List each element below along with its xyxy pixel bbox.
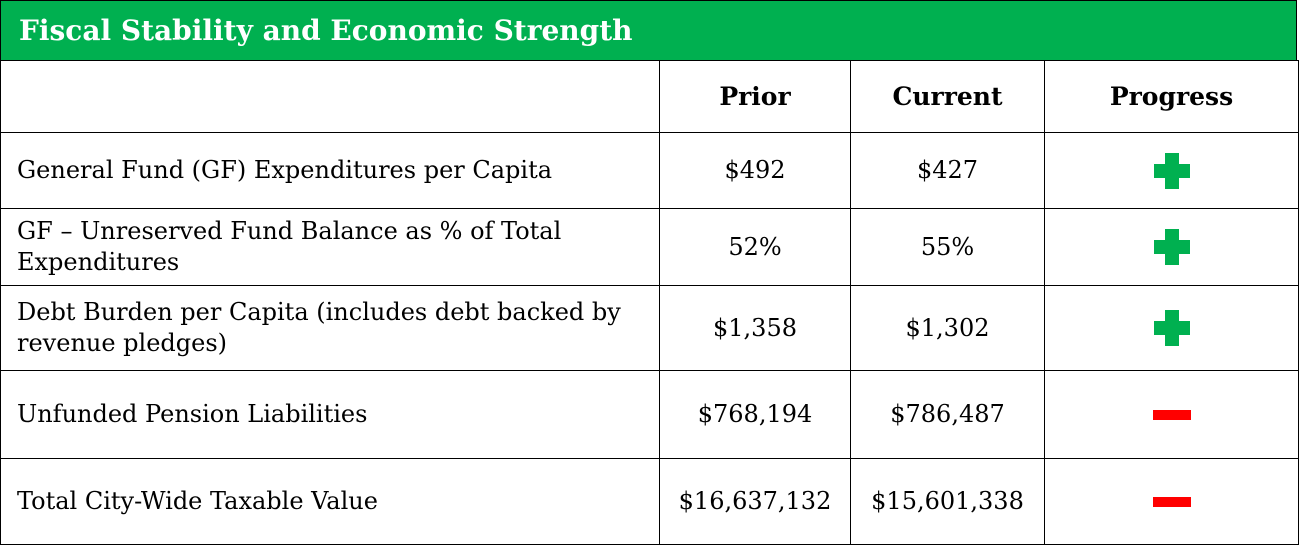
table-row: Total City-Wide Taxable Value $16,637,132… xyxy=(0,458,1299,545)
progress-cell xyxy=(1044,285,1299,371)
table-row: GF – Unreserved Fund Balance as % of Tot… xyxy=(0,208,1299,286)
icon-shape xyxy=(1153,310,1190,346)
prior-value: $492 xyxy=(659,132,851,209)
header-cell: Prior xyxy=(659,60,851,133)
header-cell xyxy=(0,60,660,133)
table-title: Fiscal Stability and Economic Strength xyxy=(0,0,1297,60)
header-cell: Progress xyxy=(1044,60,1299,133)
table-row: Unfunded Pension Liabilities $768,194 $786… xyxy=(0,370,1299,459)
row-label: Total City-Wide Taxable Value xyxy=(0,458,660,545)
prior-value: $16,637,132 xyxy=(659,458,851,545)
current-value: $1,302 xyxy=(850,285,1045,371)
row-label: Debt Burden per Capita (includes debt ba… xyxy=(0,285,660,371)
icon-shape xyxy=(1152,409,1191,420)
progress-cell xyxy=(1044,132,1299,209)
prior-value: $1,358 xyxy=(659,285,851,371)
prior-value: 52% xyxy=(659,208,851,286)
current-value: 55% xyxy=(850,208,1045,286)
icon-shape xyxy=(1153,152,1190,189)
table: Prior Current Progress General Fund (GF) E… xyxy=(0,60,1299,545)
current-value: $15,601,338 xyxy=(850,458,1045,545)
progress-cell xyxy=(1044,458,1299,545)
table-row: Debt Burden per Capita (includes debt ba… xyxy=(0,285,1299,371)
header-row: Prior Current Progress xyxy=(0,60,1299,133)
minus-icon xyxy=(1152,409,1191,420)
minus-icon xyxy=(1152,496,1191,507)
progress-cell xyxy=(1044,208,1299,286)
icon-shape xyxy=(1152,496,1191,507)
prior-value: $768,194 xyxy=(659,370,851,459)
row-label: General Fund (GF) Expenditures per Capit… xyxy=(0,132,660,209)
table-row: General Fund (GF) Expenditures per Capit… xyxy=(0,132,1299,209)
header-cell: Current xyxy=(850,60,1045,133)
progress-cell xyxy=(1044,370,1299,459)
plus-icon xyxy=(1153,152,1190,189)
current-value: $427 xyxy=(850,132,1045,209)
row-label: GF – Unreserved Fund Balance as % of Tot… xyxy=(0,208,660,286)
plus-icon xyxy=(1153,229,1190,265)
row-label: Unfunded Pension Liabilities xyxy=(0,370,660,459)
plus-icon xyxy=(1153,310,1190,346)
icon-shape xyxy=(1153,229,1190,265)
current-value: $786,487 xyxy=(850,370,1045,459)
